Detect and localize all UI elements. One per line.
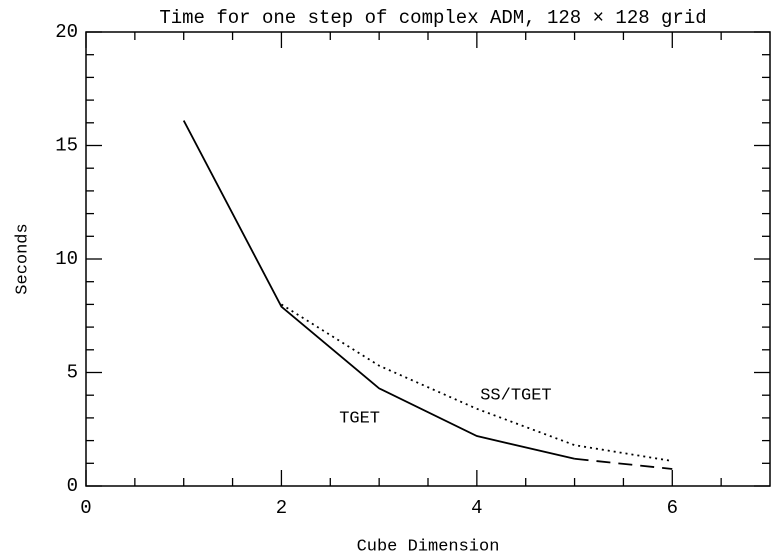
y-tick-label: 15 bbox=[55, 135, 78, 157]
annotation: SS/TGET bbox=[480, 387, 551, 406]
x-tick-label: 6 bbox=[667, 497, 678, 519]
series-line bbox=[574, 457, 673, 470]
x-axis-label: Cube Dimension bbox=[357, 537, 500, 556]
y-axis-label: Seconds bbox=[13, 223, 32, 294]
x-tick-label: 0 bbox=[80, 497, 91, 519]
y-tick-label: 0 bbox=[67, 475, 78, 497]
x-tick-label: 2 bbox=[276, 497, 287, 519]
plot-frame bbox=[85, 31, 771, 487]
series-line bbox=[182, 120, 575, 460]
series-line bbox=[280, 303, 673, 462]
annotation: TGET bbox=[339, 409, 380, 428]
chart-title: Time for one step of complex ADM, 128 × … bbox=[159, 7, 706, 29]
y-tick-label: 20 bbox=[55, 21, 78, 43]
y-tick-label: 10 bbox=[55, 248, 78, 270]
x-tick-label: 4 bbox=[471, 497, 482, 519]
y-tick-label: 5 bbox=[67, 362, 78, 384]
